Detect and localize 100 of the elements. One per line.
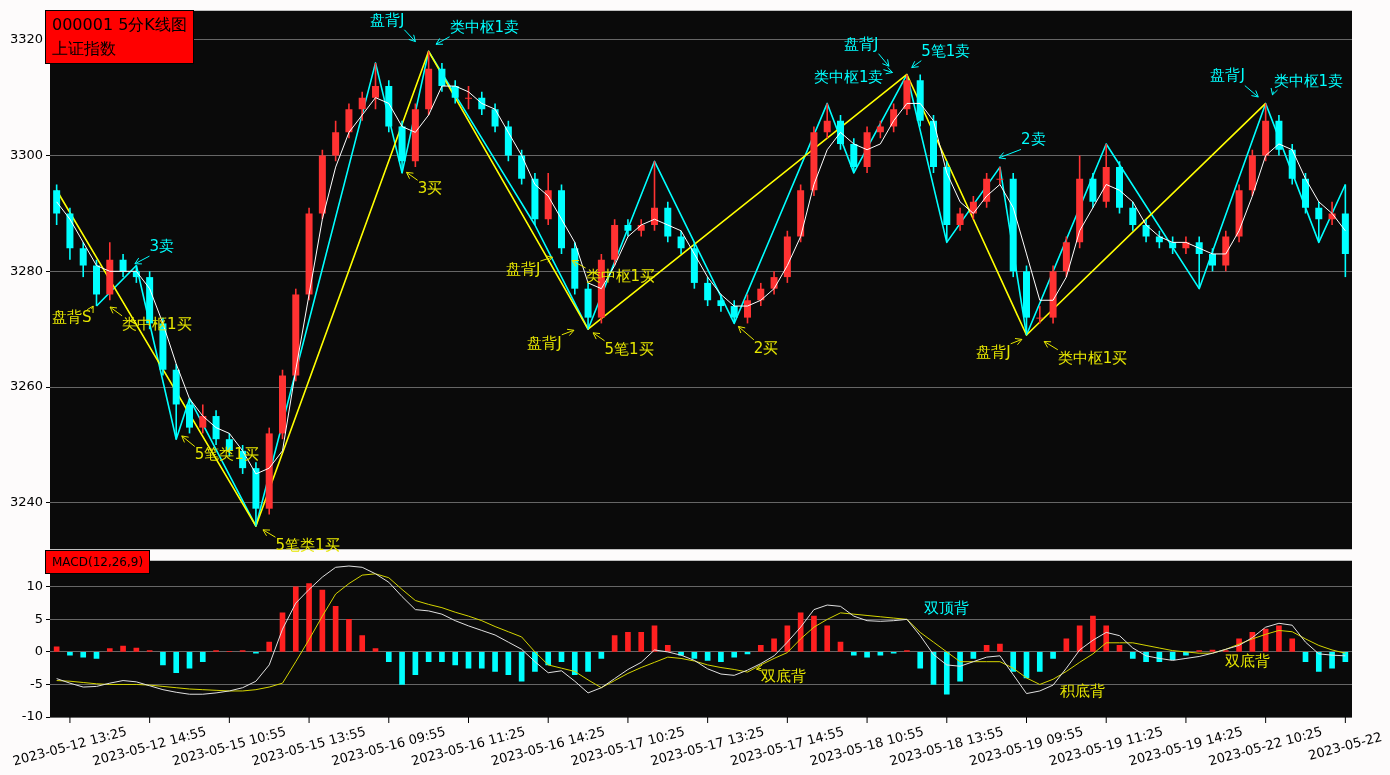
annotation: 3卖 xyxy=(149,236,175,255)
bar xyxy=(160,652,166,666)
bar xyxy=(478,652,485,669)
candlestick xyxy=(744,293,751,325)
candlestick xyxy=(1089,172,1097,209)
annotation: 双底背 xyxy=(1224,651,1270,670)
bar xyxy=(465,652,472,669)
bar xyxy=(518,652,525,682)
bar xyxy=(1129,652,1136,659)
candlestick xyxy=(199,403,207,435)
bar xyxy=(399,652,405,685)
bar xyxy=(1050,652,1056,659)
bar xyxy=(983,645,990,652)
candlestick xyxy=(890,102,898,134)
candlestick xyxy=(1195,235,1203,290)
bar xyxy=(67,652,73,656)
bar xyxy=(439,652,445,663)
candlestick xyxy=(850,137,858,174)
y-tick-label: 3320 xyxy=(9,31,43,47)
candlestick xyxy=(1142,218,1150,244)
candlestick xyxy=(491,102,499,134)
bar xyxy=(173,652,180,674)
annotation: 盘背J xyxy=(1210,66,1245,85)
bar xyxy=(571,652,578,676)
annotation: 双底背 xyxy=(761,667,807,686)
candlestick xyxy=(518,148,526,186)
y-tick-label: 3280 xyxy=(9,262,43,278)
bar xyxy=(691,652,698,659)
candlestick xyxy=(465,85,472,111)
candlestick xyxy=(730,299,738,325)
bar xyxy=(292,586,299,652)
bar xyxy=(625,632,631,652)
bar xyxy=(877,652,884,656)
bar xyxy=(545,652,552,666)
bar xyxy=(811,615,817,652)
bar xyxy=(106,648,113,652)
y-tick-label: 3260 xyxy=(9,378,43,394)
bar xyxy=(598,652,605,659)
candlestick xyxy=(996,166,1004,186)
bar xyxy=(585,652,591,672)
annotation: 类中枢1卖 xyxy=(1273,72,1344,91)
candlestick xyxy=(983,172,991,209)
candlestick xyxy=(1315,201,1323,244)
annotation: 盘背J xyxy=(844,34,879,53)
annotation: 盘背J xyxy=(369,10,405,29)
bar xyxy=(704,652,711,661)
bar xyxy=(638,632,645,652)
candlestick xyxy=(1036,305,1044,325)
candlestick xyxy=(651,160,658,232)
bar xyxy=(199,652,206,663)
bar xyxy=(80,652,87,658)
bar xyxy=(997,643,1003,652)
candlestick xyxy=(372,62,379,111)
candlestick xyxy=(79,241,87,278)
y-tick-label: 5 xyxy=(34,610,43,626)
bar xyxy=(611,635,618,652)
y-tick-label: 3240 xyxy=(9,494,43,510)
annotation: 2买 xyxy=(753,338,779,357)
candlestick xyxy=(956,206,964,232)
bar xyxy=(1315,652,1322,672)
bar xyxy=(120,645,126,652)
annotation: 盘背J xyxy=(505,259,541,278)
bar xyxy=(850,652,857,656)
candlestick xyxy=(345,102,353,139)
annotation: 2卖 xyxy=(1021,130,1046,149)
bar xyxy=(718,652,724,663)
bar xyxy=(186,652,193,669)
bar xyxy=(346,619,352,652)
candlestick xyxy=(358,91,366,122)
annotation: 盘背S xyxy=(52,307,92,326)
candlestick xyxy=(451,79,459,105)
annotation: 5笔1买 xyxy=(604,339,654,358)
bar xyxy=(1289,638,1296,652)
bar xyxy=(943,652,950,695)
candlestick xyxy=(119,253,127,278)
bar xyxy=(1090,615,1096,652)
annotation: 类中枢1买 xyxy=(1057,348,1128,367)
bar xyxy=(664,645,671,652)
bar xyxy=(970,652,977,659)
bar xyxy=(93,652,100,659)
y-tick-label: 10 xyxy=(26,578,43,594)
candlestick xyxy=(53,183,61,226)
annotation: 积底背 xyxy=(1060,681,1106,700)
annotation: 5笔1卖 xyxy=(921,41,971,60)
annotation: 盘背J xyxy=(527,333,562,352)
bar xyxy=(372,648,379,652)
text: 上证指数 xyxy=(52,38,117,60)
candlestick xyxy=(212,409,220,446)
annotation: 盘背J xyxy=(976,342,1011,361)
candlestick xyxy=(1209,247,1216,273)
chart-title: 000001 5分K线图 xyxy=(52,14,187,36)
bar xyxy=(53,646,60,652)
bar xyxy=(771,638,777,652)
annotation: 双顶背 xyxy=(924,598,970,617)
bar xyxy=(757,645,764,652)
bar xyxy=(385,652,392,663)
bar xyxy=(824,625,831,652)
candlestick xyxy=(438,62,446,93)
bar xyxy=(864,652,870,658)
bar xyxy=(1329,652,1335,669)
